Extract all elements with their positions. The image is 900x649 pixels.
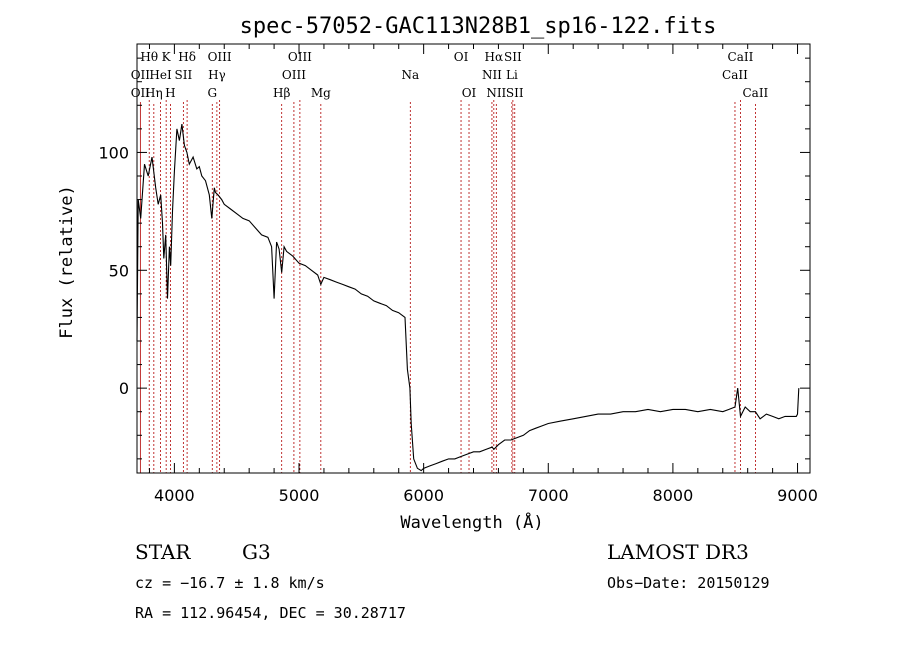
spectral-line-label: Na <box>401 68 419 82</box>
sky-coordinates: RA = 112.96454, DEC = 30.28717 <box>135 604 406 622</box>
spectral-line-label: CaII <box>722 68 748 82</box>
x-tick-label: 7000 <box>528 486 569 505</box>
y-tick-label: 50 <box>109 261 129 280</box>
object-subclass: G3 <box>242 540 271 564</box>
y-axis-label: Flux (relative) <box>57 185 77 339</box>
spectral-line-label: NII <box>482 68 502 82</box>
spectral-line-label: Li <box>506 68 518 82</box>
spectral-line-label: OIII <box>288 50 312 64</box>
spectral-line-label: NII <box>486 86 506 100</box>
spectral-line-label: Hα <box>485 50 504 64</box>
spectral-line-label: CaII <box>728 50 754 64</box>
y-tick-label: 100 <box>98 143 129 162</box>
x-tick-label: 4000 <box>154 486 195 505</box>
chart-title: spec-57052-GAC113N28B1_sp16-122.fits <box>240 14 717 39</box>
axis-ticks: 4000 5000 6000 7000 8000 9000 0 50 100 <box>98 44 818 505</box>
spectral-line-label: HeI <box>149 68 172 82</box>
spectral-line-label: CaII <box>742 86 768 100</box>
x-tick-label: 9000 <box>777 486 818 505</box>
spectral-line-label: Hδ <box>178 50 196 64</box>
spectral-line-label: Hβ <box>273 86 290 100</box>
x-tick-label: 5000 <box>279 486 320 505</box>
spectral-line-label: Mg <box>311 86 331 100</box>
spectral-line-label: K <box>162 50 172 64</box>
spectral-line-label: OIII <box>208 50 232 64</box>
x-tick-label: 6000 <box>403 486 444 505</box>
spectral-line-label: OI <box>462 86 477 100</box>
spectral-line-label: SII <box>175 68 193 82</box>
spectral-line-label: Hη <box>145 86 163 100</box>
spectral-line-label: H <box>165 86 175 100</box>
plot-frame <box>136 43 811 474</box>
spectral-line-label: OII <box>131 86 151 100</box>
spectral-line-label: G <box>207 86 217 100</box>
spectral-line-label: OI <box>454 50 469 64</box>
spectral-line-label: OIII <box>282 68 306 82</box>
spectrum-series-line <box>136 124 800 472</box>
spectral-line-label: SII <box>506 86 524 100</box>
x-axis-label: Wavelength (Å) <box>400 511 543 533</box>
spectral-line-label: OII <box>131 68 151 82</box>
survey-name: LAMOST DR3 <box>607 540 749 564</box>
observation-date: Obs−Date: 20150129 <box>607 574 770 592</box>
spectral-line-label: SII <box>504 50 522 64</box>
x-tick-label: 8000 <box>653 486 694 505</box>
y-tick-label: 0 <box>119 379 129 398</box>
spectral-line-label: Hθ <box>140 50 158 64</box>
object-class: STAR <box>135 540 191 564</box>
spectral-line-label: Hγ <box>208 68 226 82</box>
redshift-velocity: cz = −16.7 ± 1.8 km/s <box>135 574 325 592</box>
